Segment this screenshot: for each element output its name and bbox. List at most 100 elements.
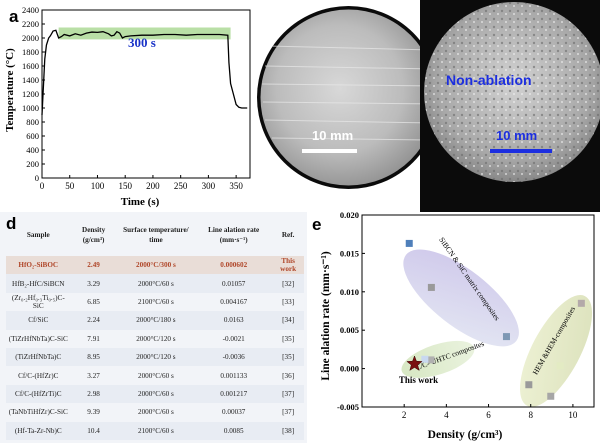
table-cell: HfB₂-HfC/SiBCN bbox=[6, 274, 71, 293]
y-tick-label: 0 bbox=[35, 173, 39, 183]
this-work-label: This work bbox=[399, 375, 438, 385]
data-point bbox=[547, 392, 555, 400]
x-tick-label: 50 bbox=[65, 181, 75, 191]
header-density: Density (g/cm³) bbox=[82, 226, 106, 244]
plot-frame-e bbox=[361, 214, 595, 408]
table-cell: [35] bbox=[282, 334, 295, 343]
table-cell: [35] bbox=[272, 347, 304, 367]
annotation-300s: 300 s bbox=[128, 35, 156, 50]
panel-label-e: e bbox=[312, 215, 322, 234]
table-cell: 2.49 bbox=[70, 256, 117, 275]
table-cell: [37] bbox=[282, 408, 295, 417]
x-tick-label: 350 bbox=[229, 181, 243, 191]
table-cell: 0.000602 bbox=[195, 256, 273, 275]
x-tick-label: 100 bbox=[91, 181, 105, 191]
x-tick-label: 10 bbox=[568, 410, 578, 420]
scale-bar-label: 10 mm bbox=[312, 128, 354, 143]
table-cell: [36] bbox=[282, 371, 295, 380]
table-cell: Cf/SiC bbox=[6, 311, 71, 330]
sample-surface-image-2 bbox=[424, 2, 600, 182]
table-cell: 0.0163 bbox=[195, 311, 273, 330]
y-tick-label: 200 bbox=[26, 159, 39, 169]
table-cell: (TiZrHfNbTa)C bbox=[6, 347, 71, 367]
data-point bbox=[427, 356, 435, 364]
data-point bbox=[502, 333, 510, 341]
table-cell: Cf/C-(HfZr)C bbox=[18, 371, 59, 380]
table-cell: [33] bbox=[282, 297, 295, 306]
sample-surface-image bbox=[260, 9, 438, 186]
data-point bbox=[525, 381, 533, 389]
panel-label-d: d bbox=[6, 214, 17, 233]
table-cell: [37] bbox=[272, 384, 304, 404]
y-tick-label: 600 bbox=[26, 131, 39, 141]
table-cell: 2000°C/120 s bbox=[136, 334, 176, 343]
data-point bbox=[577, 299, 585, 307]
x-tick-label: 0 bbox=[40, 181, 45, 191]
temperature-series-line bbox=[41, 29, 248, 116]
table-row: HfB₂-HfC/SiBCN 3.29 2000°C/60 s 0.01057 [32] bbox=[6, 274, 304, 293]
table-row: Cf/SiC 2.24 2000°C/180 s 0.0163 [34] bbox=[6, 311, 304, 330]
table-cell: [34] bbox=[272, 311, 304, 330]
table-cell: 9.39 bbox=[87, 408, 100, 417]
table-cell: 8.95 bbox=[70, 347, 117, 367]
annotation-non-ablation: Non-ablation bbox=[446, 72, 532, 88]
y-tick-label: 0.010 bbox=[340, 287, 359, 297]
table-cell: 3.27 bbox=[87, 371, 100, 380]
table-cell: 7.91 bbox=[87, 334, 100, 343]
group-ellipse-cc bbox=[401, 340, 475, 378]
table-cell: 0.0085 bbox=[195, 421, 273, 440]
group-ellipse-hem bbox=[520, 295, 593, 407]
table-row: Cf/C-(HfZr)C 3.27 2000°C/60 s 0.001133 [36] bbox=[6, 366, 304, 384]
y-tick-label: 400 bbox=[26, 145, 39, 155]
table-cell: 2000°C/60 s bbox=[137, 408, 174, 417]
table-cell: 0.01057 bbox=[195, 274, 273, 293]
table-cell: 0.00037 bbox=[222, 408, 246, 417]
table-cell: (TaNbTiHfZr)C-SiC bbox=[8, 408, 68, 417]
panel-label-a: a bbox=[9, 7, 19, 26]
y-tick-label: 0.015 bbox=[340, 248, 359, 258]
data-point bbox=[421, 355, 429, 363]
table-cell: (Hf-Ta-Zr-Nb)C bbox=[6, 421, 71, 440]
y-tick-label: 800 bbox=[26, 117, 39, 127]
table-cell: 2000°C/300 s bbox=[116, 256, 196, 275]
comparison-table: Sample Density (g/cm³) Surface temperatu… bbox=[6, 214, 304, 440]
table-row: (TiZrHfNbTa)C-SiC 7.91 2000°C/120 s -0.0021… bbox=[6, 330, 304, 348]
table-row: (Zr₀.₂Hf₀.₃Ti₀.₅)C-SiC 6.85 2100°C/60 s 0.0… bbox=[6, 293, 304, 311]
table-cell: [32] bbox=[272, 274, 304, 293]
x-tick-label: 6 bbox=[486, 410, 491, 420]
table-cell: 0.001217 bbox=[195, 384, 273, 404]
x-axis-label: Time (s) bbox=[121, 196, 160, 208]
ablated-sample-photo: 10 mm bbox=[257, 6, 440, 189]
table-header-row: Sample Density (g/cm³) Surface temperatu… bbox=[6, 214, 304, 256]
this-work-star-marker bbox=[406, 355, 423, 371]
table-cell: 6.85 bbox=[87, 297, 100, 306]
y-tick-label: 1600 bbox=[22, 61, 39, 71]
temperature-chart: 0 50 100 150 200 250 300 350 0 200 400 600 800 1000 12… bbox=[4, 5, 251, 208]
table-cell: -0.0036 bbox=[195, 347, 273, 367]
header-ref: Ref. bbox=[281, 231, 295, 239]
table-cell: 2100°C/60 s bbox=[116, 421, 196, 440]
y-tick-label: 1800 bbox=[22, 47, 39, 57]
x-tick-label: 4 bbox=[444, 410, 449, 420]
table-cell: (TiZrHfNbTa)C-SiC bbox=[8, 334, 68, 343]
table-row: HfO₂-SiBOC 2.49 2000°C/300 s 0.000602 This w… bbox=[6, 256, 304, 275]
group-ellipse-sibcn bbox=[403, 249, 519, 347]
table-cell: 2100°C/60 s bbox=[137, 297, 174, 306]
ablation-scatter-panel: SiBCN & SiC matrix composites HEM &HEM-co… bbox=[307, 210, 600, 443]
table-cell: 2.98 bbox=[70, 384, 117, 404]
x-tick-label: 200 bbox=[146, 181, 160, 191]
comparison-table-panel: Sample Density (g/cm³) Surface temperatu… bbox=[0, 212, 307, 443]
x-tick-label: 300 bbox=[202, 181, 216, 191]
table-cell: 2000°C/60 s bbox=[116, 384, 196, 404]
y-tick-label: 2200 bbox=[22, 19, 39, 29]
header-surface-temp: Surface temperature/ time bbox=[123, 226, 189, 244]
header-ablation-rate: Line alation rate (mm·s⁻¹) bbox=[208, 226, 260, 244]
table-cell: 2000°C/60 s bbox=[137, 371, 174, 380]
y-tick-label: 2000 bbox=[22, 33, 39, 43]
table-cell: 2000°C/180 s bbox=[116, 311, 196, 330]
y-tick-label: 1400 bbox=[22, 75, 39, 85]
y-axis-label: Temperature (°C) bbox=[4, 48, 16, 132]
highlight-band bbox=[58, 27, 231, 40]
table-cell: This work bbox=[272, 256, 304, 275]
table-cell: -0.0021 bbox=[222, 334, 245, 343]
